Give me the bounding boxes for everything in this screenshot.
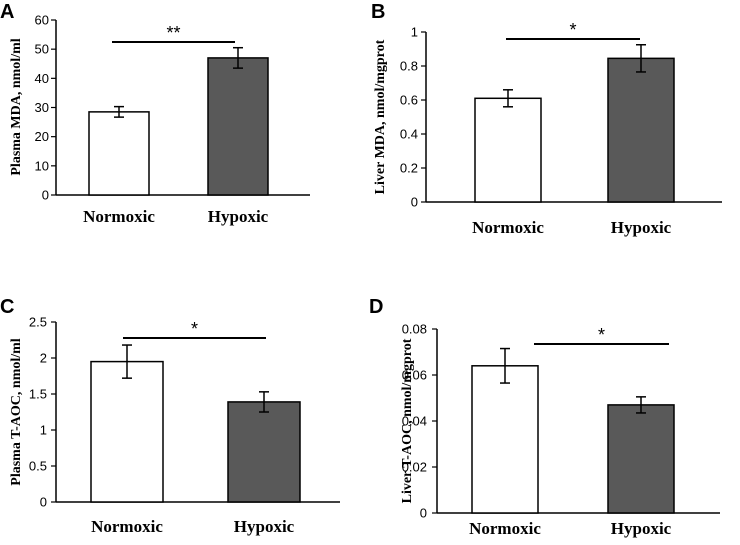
category-label: Hypoxic [611,218,672,237]
panel-letter: B [371,1,385,23]
y-tick-label: 0 [411,195,418,210]
y-axis-label: Liver T-AOC, nmol/mgprot [400,338,415,503]
bar-normoxic [88,111,150,196]
bar-normoxic [471,365,539,514]
y-tick-label: 50 [35,42,49,57]
y-tick-label: 10 [35,158,49,173]
chart-panel-b: B Liver MDA, nmol/mgprot 0 0.2 0.4 0.6 0.8 1 Nor… [371,1,722,237]
category-label: Normoxic [469,519,541,538]
y-tick-label: 1 [411,25,418,40]
y-tick-label: 0.8 [400,59,418,74]
chart-panel-c: C Plasma T-AOC, nmol/ml 0 0.5 1 1.5 2 2.5 Normox… [0,296,340,536]
y-tick-label: 2 [40,351,47,366]
chart-panel-d: D Liver T-AOC, nmol/mgprot 0 0.02 0.04 0.06 0.… [369,296,720,538]
y-tick-label: 1 [40,423,47,438]
y-tick-label: 20 [35,129,49,144]
y-tick-label: 0.06 [402,368,427,383]
significance-marker: * [191,319,198,339]
chart-panel-a: A Plasma MDA, nmol/ml 0 10 20 30 40 50 60 Normoxi… [0,1,310,226]
bar-normoxic [474,97,542,203]
y-tick-label: 0 [42,188,49,203]
y-tick-label: 30 [35,100,49,115]
y-tick-label: 2.5 [29,315,47,330]
bar-hypoxic [227,401,301,503]
significance-marker: ** [166,23,180,43]
bar-hypoxic [207,57,269,196]
y-tick-label: 0 [40,495,47,510]
category-label: Hypoxic [611,519,672,538]
bar-hypoxic [607,404,675,514]
y-tick-label: 0 [420,506,427,521]
y-tick-label: 0.5 [29,459,47,474]
category-label: Normoxic [91,517,163,536]
category-label: Normoxic [83,207,155,226]
y-tick-label: 0.2 [400,161,418,176]
y-tick-label: 60 [35,13,49,28]
y-axis-label: Plasma MDA, nmol/ml [9,38,24,175]
category-label: Hypoxic [208,207,269,226]
bar-hypoxic [607,57,675,203]
y-tick-label: 1.5 [29,387,47,402]
y-tick-label: 0.04 [402,414,427,429]
panel-letter: C [0,296,14,318]
category-label: Hypoxic [234,517,295,536]
y-tick-label: 40 [35,71,49,86]
y-axis-label: Liver MDA, nmol/mgprot [373,39,388,194]
y-tick-label: 0.4 [400,127,418,142]
bar-normoxic [90,360,164,503]
y-tick-label: 0.6 [400,93,418,108]
significance-marker: * [598,325,605,345]
y-axis-label: Plasma T-AOC, nmol/ml [9,338,24,486]
panel-letter: A [0,1,14,23]
category-label: Normoxic [472,218,544,237]
significance-marker: * [569,20,576,40]
y-tick-label: 0.02 [402,460,427,475]
panel-letter: D [369,296,383,318]
y-tick-label: 0.08 [402,322,427,337]
